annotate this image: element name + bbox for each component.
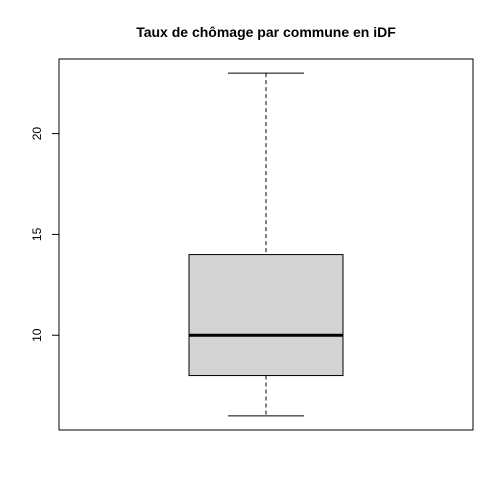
chart-title: Taux de chômage par commune en iDF — [136, 24, 396, 40]
y-axis: 10 15 20 — [30, 127, 60, 342]
iqr-box — [188, 254, 344, 377]
y-tick-label: 20 — [30, 127, 44, 141]
box-plot — [188, 72, 344, 417]
y-tick-label: 15 — [30, 227, 44, 241]
y-tick-label: 10 — [30, 328, 44, 342]
